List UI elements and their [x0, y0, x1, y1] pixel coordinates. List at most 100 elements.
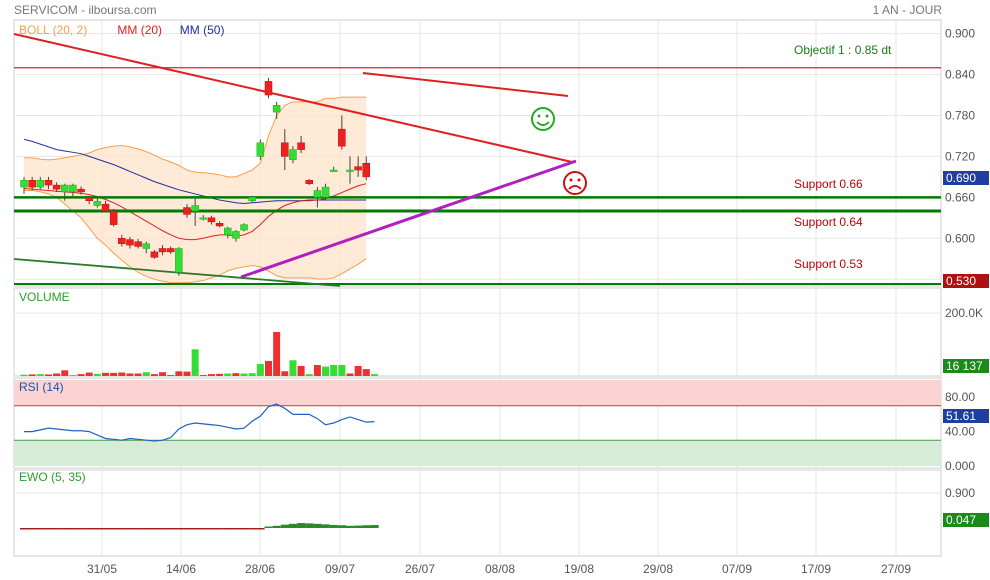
legend-item: BOLL (20, 2)	[19, 23, 87, 37]
candle-body	[52, 184, 61, 190]
panel-frame-1	[13, 287, 942, 377]
support-badge	[943, 274, 989, 288]
ewo-bar	[264, 526, 273, 528]
volume-bar	[69, 375, 77, 376]
ewo-bar	[85, 528, 94, 530]
ewo-bar	[20, 528, 29, 530]
ewo-bar	[36, 528, 45, 530]
volume-bar	[273, 332, 281, 376]
ewo-bar	[337, 525, 347, 528]
ewo-bar	[125, 528, 135, 530]
candle-body	[207, 217, 216, 223]
candle-body	[240, 224, 248, 231]
y-tick-label: 200.0K	[945, 306, 983, 320]
candle-body	[126, 239, 134, 246]
volume-bar	[134, 373, 142, 376]
volume-bar	[322, 366, 330, 376]
candle-body	[224, 227, 232, 236]
ewo-bar	[354, 525, 363, 528]
candle-body	[232, 231, 240, 239]
volume-bar	[207, 374, 215, 376]
volume-bar	[61, 370, 69, 376]
volume-bar	[53, 373, 61, 376]
volume-bar	[370, 374, 378, 376]
candle-body	[61, 184, 69, 193]
volume-bar	[346, 373, 354, 376]
x-tick-label: 14/06	[166, 562, 196, 576]
ewo-bar	[272, 525, 281, 528]
ewo-bar	[60, 528, 69, 530]
volume-bar	[305, 374, 313, 376]
ewo-bar	[44, 528, 53, 530]
candle-body	[281, 142, 289, 157]
candle-body	[321, 186, 330, 198]
bollinger-lower-line	[24, 190, 367, 284]
candle-body	[354, 166, 362, 171]
last-price-value: 0.690	[946, 171, 976, 185]
x-tick-label: 17/09	[801, 562, 831, 576]
rsi-line	[24, 403, 375, 442]
volume-bar	[126, 373, 134, 376]
volume-bar	[248, 373, 256, 376]
ewo-bar	[158, 528, 167, 530]
volume-bar	[281, 371, 289, 376]
volume-bar	[199, 375, 207, 376]
ewo-bar	[370, 525, 379, 528]
candle-body	[256, 142, 265, 157]
volume-bar	[20, 374, 28, 376]
legend-item: MM (20)	[117, 23, 162, 37]
ewo-bar	[52, 528, 61, 530]
x-tick-label: 27/09	[881, 562, 911, 576]
ewo-bar	[199, 528, 208, 530]
chart-title: SERVICOM - ilboursa.com	[14, 3, 157, 17]
legend-item: MM (50)	[180, 23, 225, 37]
volume-bar	[362, 369, 370, 376]
objectif-label: Objectif 1 : 0.85 dt	[794, 43, 892, 57]
sad-face-mouth	[568, 185, 582, 190]
candle-body	[272, 105, 281, 113]
ewo-badge	[943, 513, 989, 527]
volume-bar	[118, 372, 126, 376]
happy-face-eye	[537, 114, 541, 118]
volume-bar	[354, 365, 362, 376]
ewo-bar	[142, 528, 151, 530]
volume-badge	[943, 359, 989, 373]
candle-body	[44, 180, 53, 186]
volume-bar	[183, 371, 191, 376]
volume-bar	[338, 365, 346, 376]
ewo-label: EWO (5, 35)	[19, 470, 86, 484]
candle-body	[175, 248, 183, 273]
candle-body	[289, 149, 297, 161]
y-tick-label: 0.780	[945, 108, 975, 122]
ewo-bar	[288, 523, 298, 528]
ewo-bar	[109, 528, 118, 530]
x-tick-label: 29/08	[643, 562, 673, 576]
ewo-bar	[28, 528, 37, 530]
ewo-bar	[313, 523, 322, 528]
candle-body	[85, 197, 93, 201]
ewo-bar	[256, 528, 265, 530]
ewo-bar	[346, 525, 355, 528]
ewo-bar	[93, 528, 102, 530]
volume-label: VOLUME	[19, 290, 70, 304]
volume-bar	[44, 374, 52, 376]
candle-body	[346, 169, 354, 172]
candle-body	[305, 180, 313, 184]
support-label-064: Support 0.64	[794, 215, 863, 229]
volume-bar	[265, 360, 272, 376]
ewo-bar	[280, 524, 289, 528]
ewo-bar	[166, 528, 175, 530]
ewo-bar	[305, 523, 314, 528]
panel-frame-3	[13, 469, 942, 557]
volume-bar	[102, 372, 109, 376]
volume-bar	[142, 372, 150, 376]
candle-body	[362, 162, 371, 178]
y-tick-label: 40.00	[945, 425, 975, 439]
volume-bar	[330, 365, 338, 376]
trendline-descending-red	[13, 33, 573, 163]
candle-body	[313, 190, 322, 198]
candle-body	[28, 180, 36, 188]
candle-body	[199, 217, 208, 220]
volume-bar	[216, 373, 224, 376]
